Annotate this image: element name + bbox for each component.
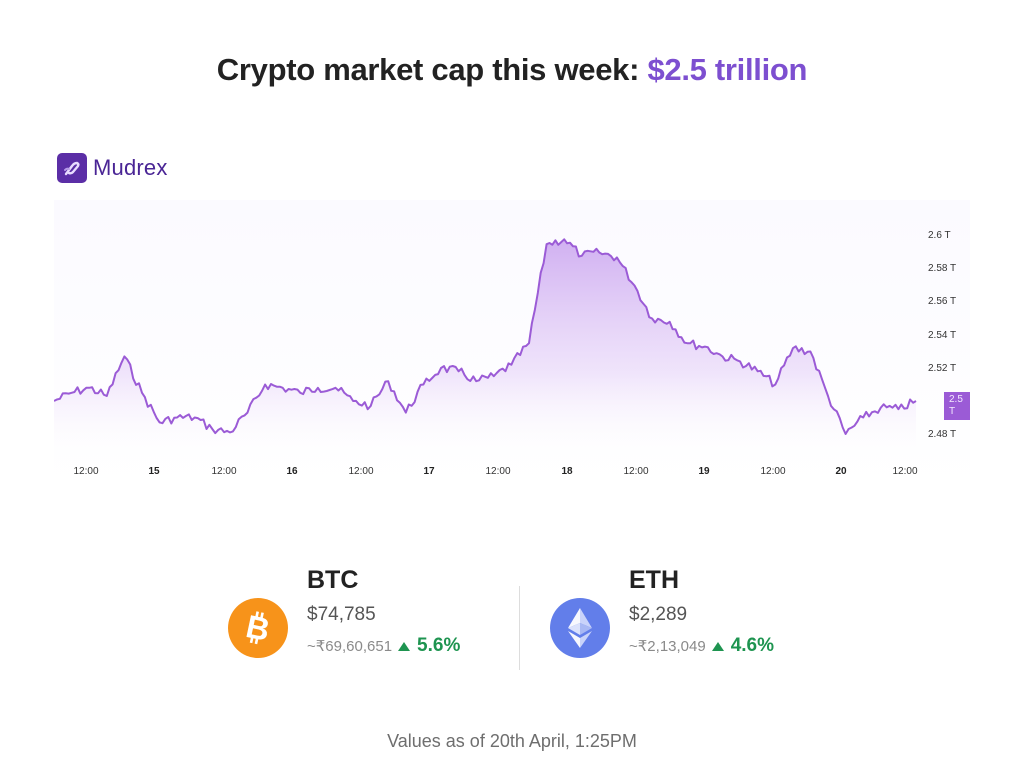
footer-note: Values as of 20th April, 1:25PM — [387, 731, 637, 751]
x-tick: 12:00 — [348, 466, 374, 477]
chart-line — [54, 238, 917, 435]
title-value: $2.5 trillion — [647, 52, 808, 87]
x-tick: 12:00 — [892, 466, 918, 477]
x-tick: 12:00 — [623, 466, 649, 477]
coin-card-btc: B BTC $74,785 ~₹69,60,651 5.6% — [228, 565, 460, 658]
x-tick-day: 18 — [561, 466, 573, 477]
x-tick-day: 16 — [286, 466, 298, 477]
divider — [519, 586, 520, 670]
y-tick: 2.6 T — [928, 230, 951, 241]
y-tick: 2.58 T — [928, 263, 957, 274]
x-tick: 12:00 — [485, 466, 511, 477]
x-tick: 12:00 — [760, 466, 786, 477]
brand-name: Mudrex — [93, 155, 168, 180]
title-prefix: Crypto market cap this week: — [216, 52, 640, 87]
coin-card-eth: ETH $2,289 ~₹2,13,049 4.6% — [550, 565, 774, 658]
coin-usd-price: $74,785 — [307, 604, 376, 625]
coin-change: 4.6% — [730, 635, 775, 656]
market-cap-chart: 2.6 T 2.58 T 2.56 T 2.54 T 2.52 T 2.48 T… — [54, 200, 970, 490]
page-title: Crypto market cap this week: $2.5 trilli… — [0, 52, 1024, 88]
mudrex-logo-icon — [57, 153, 87, 183]
x-tick: 12:00 — [73, 466, 99, 477]
x-tick-day: 19 — [698, 466, 710, 477]
coin-symbol: ETH — [629, 566, 679, 594]
brand: Mudrex — [57, 153, 168, 183]
current-value-badge: 2.5 T — [944, 392, 970, 420]
coin-change: 5.6% — [417, 635, 461, 656]
up-arrow-icon — [711, 641, 724, 651]
x-tick-day: 15 — [148, 466, 160, 477]
coin-usd-price: $2,289 — [629, 604, 688, 625]
y-tick: 2.54 T — [928, 330, 957, 341]
x-tick-day: 17 — [423, 466, 435, 477]
x-tick-day: 20 — [835, 466, 847, 477]
up-arrow-icon — [398, 641, 411, 651]
y-tick: 2.56 T — [928, 296, 957, 307]
coin-symbol: BTC — [307, 566, 359, 594]
chart-area-fill — [54, 239, 916, 462]
y-tick: 2.48 T — [928, 429, 957, 440]
coin-inr-price: ~₹2,13,049 — [629, 638, 706, 655]
y-tick: 2.52 T — [928, 363, 957, 374]
bitcoin-icon: B — [228, 598, 288, 658]
x-tick: 12:00 — [211, 466, 237, 477]
coin-inr-price: ~₹69,60,651 — [307, 638, 393, 655]
ethereum-icon — [550, 598, 610, 658]
chart-plot — [54, 200, 970, 490]
